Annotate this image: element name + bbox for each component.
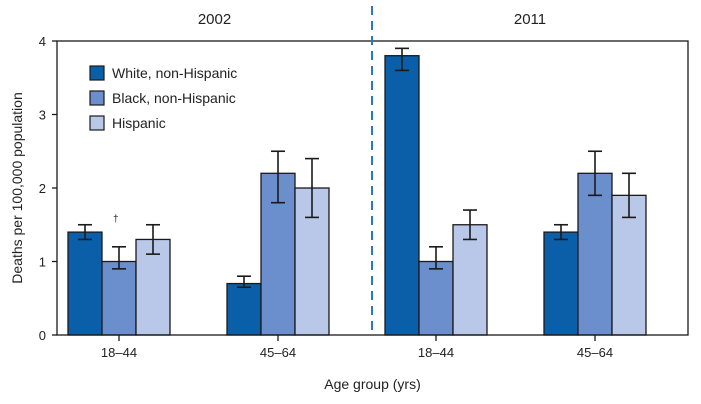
y-tick-label: 4	[39, 34, 46, 49]
panel-label: 2011	[514, 11, 546, 28]
y-tick-label: 3	[39, 108, 46, 123]
bar	[226, 282, 262, 336]
error-bars-layer	[78, 47, 636, 289]
y-tick-label: 0	[39, 328, 46, 343]
bar	[384, 55, 420, 336]
y-axis-title: Deaths per 100,000 population	[9, 92, 25, 283]
x-tick-label: 18–44	[418, 345, 454, 360]
legend-label: Hispanic	[112, 115, 166, 131]
x-tick-label: 45–64	[260, 345, 296, 360]
x-axis-title: Age group (yrs)	[324, 376, 420, 392]
bar	[543, 231, 579, 336]
y-tick-label: 2	[39, 181, 46, 196]
text-layer: 18–44 45–64 2002 18–44 45–64 2011 † 0 1 2 3 4 Age gr…	[9, 11, 613, 392]
legend-swatch	[89, 65, 105, 81]
legend-label: Black, non-Hispanic	[112, 90, 236, 106]
axes-layer	[52, 6, 689, 341]
legend-swatch	[89, 90, 105, 106]
bar	[452, 224, 488, 336]
legend-label: White, non-Hispanic	[112, 65, 237, 81]
bar	[101, 260, 137, 336]
bar	[577, 172, 613, 336]
y-tick-label: 1	[39, 255, 46, 270]
bar	[611, 194, 647, 336]
bar	[418, 260, 454, 336]
panel-label: 2002	[198, 11, 231, 28]
x-tick-label: 45–64	[577, 345, 613, 360]
legend-swatch	[89, 115, 105, 131]
bar	[67, 231, 103, 336]
legend: White, non-Hispanic Black, non-Hispanic Hi…	[89, 65, 237, 131]
annotation-dagger: †	[113, 214, 119, 225]
x-tick-label: 18–44	[101, 345, 137, 360]
